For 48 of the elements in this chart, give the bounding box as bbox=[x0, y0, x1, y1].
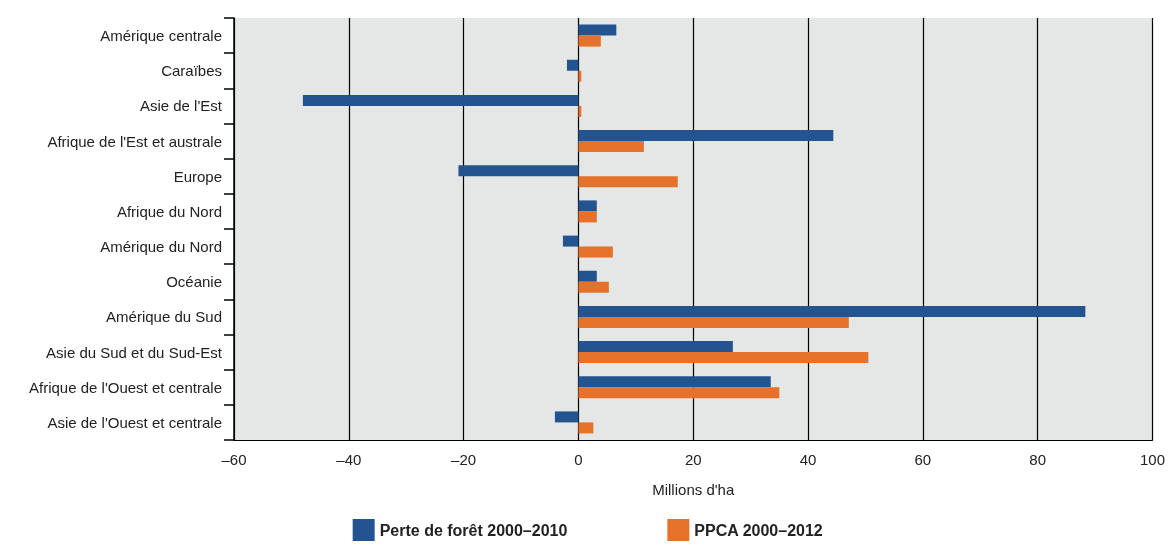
bar bbox=[458, 165, 579, 177]
y-tick-label: Océanie bbox=[166, 273, 222, 291]
bar bbox=[578, 316, 849, 328]
y-tick-label: Amérique du Nord bbox=[100, 238, 222, 256]
bar bbox=[578, 211, 597, 223]
x-tick-label: –20 bbox=[451, 451, 477, 468]
y-tick-label: Caraïbes bbox=[161, 62, 222, 80]
y-tick-label: Amérique du Sud bbox=[106, 308, 222, 326]
bar bbox=[578, 105, 582, 117]
bar bbox=[578, 422, 594, 434]
bar bbox=[566, 59, 579, 71]
bar bbox=[578, 246, 613, 258]
legend-label: PPCA 2000–2012 bbox=[694, 521, 823, 539]
bar bbox=[578, 70, 582, 82]
y-tick-label: Asie de l'Ouest et centrale bbox=[47, 413, 222, 431]
bar bbox=[554, 411, 579, 423]
x-tick-label: –40 bbox=[336, 451, 362, 468]
x-tick-label: –60 bbox=[221, 451, 247, 468]
bar bbox=[578, 35, 601, 47]
y-tick-label: Afrique de l'Est et australe bbox=[47, 132, 222, 150]
bar bbox=[578, 270, 597, 282]
x-tick-label: 40 bbox=[799, 451, 817, 468]
y-tick-label: Afrique du Nord bbox=[116, 202, 222, 220]
x-tick-label: 100 bbox=[1139, 451, 1165, 468]
bar bbox=[578, 141, 644, 153]
bar bbox=[578, 130, 834, 142]
legend-label: Perte de forêt 2000–2010 bbox=[379, 521, 568, 539]
y-tick-label: Europe bbox=[173, 167, 222, 185]
y-tick-label: Asie du Sud et du Sud-Est bbox=[46, 343, 223, 361]
bar bbox=[578, 305, 1086, 317]
y-tick-label: Asie de l'Est bbox=[139, 97, 223, 115]
bar bbox=[578, 341, 733, 353]
bar bbox=[578, 387, 780, 399]
y-tick-label: Amérique centrale bbox=[100, 27, 222, 45]
x-tick-label: 20 bbox=[684, 451, 702, 468]
x-axis-title: Millions d'ha bbox=[652, 481, 735, 498]
bar bbox=[578, 352, 869, 364]
bar bbox=[578, 376, 771, 388]
bar bbox=[562, 235, 579, 247]
bar bbox=[578, 176, 678, 188]
x-tick-label: 80 bbox=[1029, 451, 1047, 468]
bar bbox=[578, 281, 609, 293]
x-tick-label: 60 bbox=[914, 451, 932, 468]
bar bbox=[578, 24, 617, 36]
x-tick-label: 0 bbox=[574, 451, 583, 468]
y-tick-label: Afrique de l'Ouest et centrale bbox=[29, 378, 222, 396]
bar bbox=[578, 200, 597, 212]
bar bbox=[302, 94, 579, 106]
